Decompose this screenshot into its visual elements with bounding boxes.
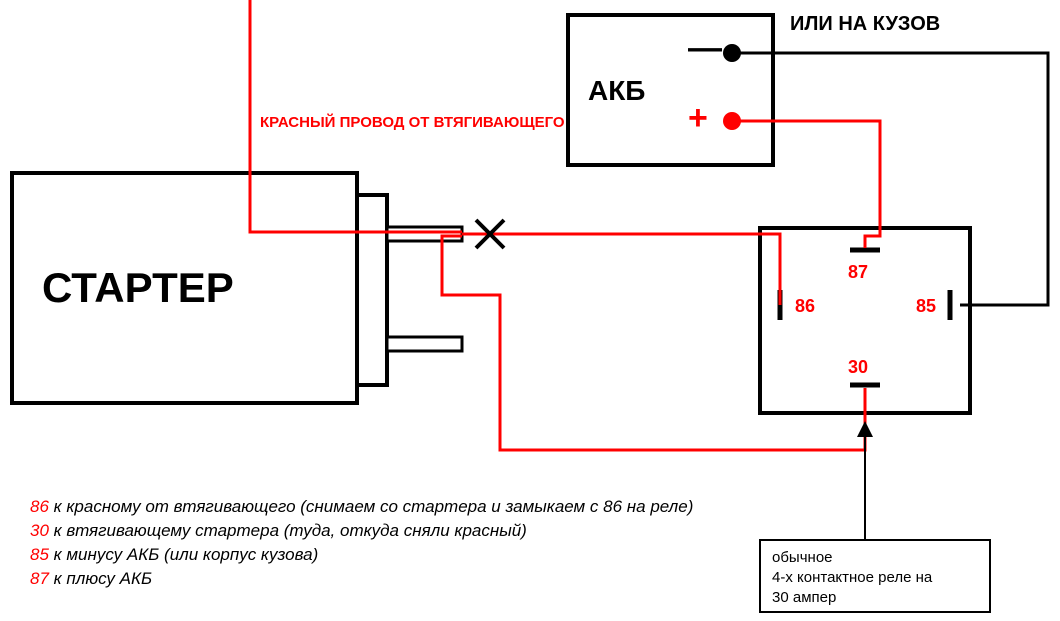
legend-text-3: к плюсу АКБ xyxy=(49,569,152,588)
legend-row-3: 87 к плюсу АКБ xyxy=(30,569,152,588)
starter-rod-bottom xyxy=(387,337,462,351)
relay-block: 87 86 85 30 xyxy=(760,228,970,413)
legend-num-1: 30 xyxy=(30,521,49,540)
relay-caption-line-0: обычное xyxy=(772,549,833,566)
red-wire-note: КРАСНЫЙ ПРОВОД ОТ ВТЯГИВАЮЩЕГО xyxy=(260,113,565,131)
relay-caption-block: обычное 4-х контактное реле на 30 ампер xyxy=(760,540,990,612)
starter-label: СТАРТЕР xyxy=(42,264,234,311)
legend-text-2: к минусу АКБ (или корпус кузова) xyxy=(49,545,318,564)
akb-plus-terminal xyxy=(723,112,741,130)
legend-num-3: 87 xyxy=(30,569,49,588)
legend-row-0: 86 к красному от втягивающего (снимаем с… xyxy=(30,497,693,516)
legend-row-1: 30 к втягивающему стартера (туда, откуда… xyxy=(30,521,527,540)
akb-block: АКБ — + xyxy=(568,15,773,165)
starter-plate xyxy=(357,195,387,385)
relay-pin-30-label: 30 xyxy=(848,357,868,377)
legend-num-2: 85 xyxy=(30,545,49,564)
relay-caption-line-1: 4-х контактное реле на xyxy=(772,569,933,586)
relay-pin-86-label: 86 xyxy=(795,296,815,316)
legend-row-2: 85 к минусу АКБ (или корпус кузова) xyxy=(30,545,318,564)
starter-rod-top xyxy=(387,227,462,241)
legend-num-0: 86 xyxy=(30,497,49,516)
akb-label: АКБ xyxy=(588,75,645,106)
relay-pin-85-label: 85 xyxy=(916,296,936,316)
legend-text-1: к втягивающему стартера (туда, откуда сн… xyxy=(49,521,527,540)
akb-minus-symbol: — xyxy=(688,29,722,67)
akb-minus-terminal xyxy=(723,44,741,62)
legend-text-0: к красному от втягивающего (снимаем со с… xyxy=(49,497,693,516)
relay-pin-87-label: 87 xyxy=(848,262,868,282)
akb-plus-symbol: + xyxy=(688,99,708,137)
relay-caption-line-2: 30 ампер xyxy=(772,589,836,606)
top-note: ИЛИ НА КУЗОВ xyxy=(790,13,940,35)
